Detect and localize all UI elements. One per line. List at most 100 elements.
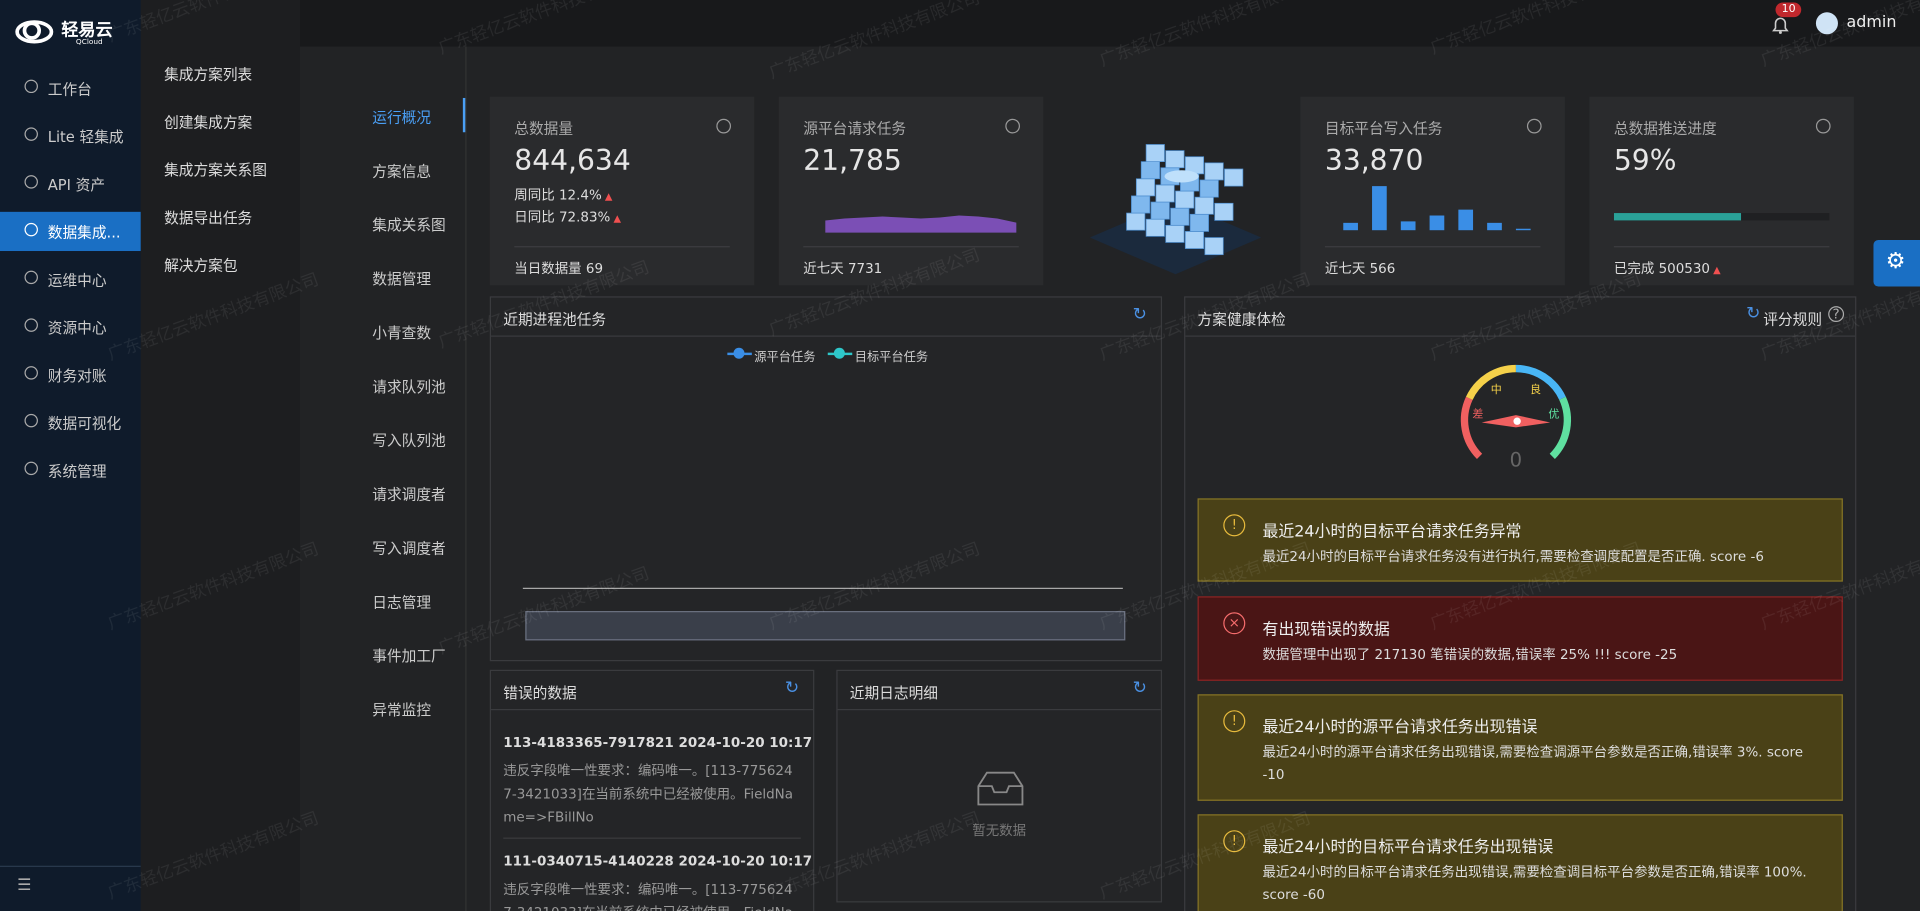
tab[interactable]: 运行概况 xyxy=(372,108,432,127)
cube xyxy=(1214,202,1234,221)
cube xyxy=(1165,224,1185,243)
cube xyxy=(1145,144,1165,163)
menu-item[interactable]: Lite 轻集成 xyxy=(0,116,141,155)
stat-card: 源平台请求任务 21,785 近七天 7731 xyxy=(778,96,1044,286)
logs-panel: 近期日志明细 ↻ 暂无数据 xyxy=(836,669,1163,903)
card-value: 59% xyxy=(1613,145,1677,178)
refresh[interactable]: ↻ xyxy=(1132,304,1148,325)
menu-icon xyxy=(24,461,38,476)
alert-title: 最近24小时的目标平台请求任务出现错误 xyxy=(1262,838,1554,858)
submenu-item[interactable]: 创建集成方案 xyxy=(164,113,253,132)
panel-title: 错误的数据 xyxy=(503,684,577,702)
submenu: 集成方案列表 创建集成方案 集成方案关系图 数据导出任务 解决方案包 xyxy=(140,0,301,911)
tab[interactable]: 写入队列池 xyxy=(372,432,446,450)
avatar[interactable] xyxy=(1815,12,1838,35)
menu-item[interactable]: 系统管理 xyxy=(0,451,141,490)
alert: ! 最近24小时的目标平台请求任务出现错误 最近24小时的目标平台请求任务出现错误,… xyxy=(1197,814,1843,911)
cube xyxy=(1140,161,1160,180)
info-icon xyxy=(1815,118,1831,134)
tab-indicator xyxy=(462,97,466,133)
cube xyxy=(1194,196,1214,215)
card-title: 目标平台写入任务 xyxy=(1324,120,1443,138)
sidebar: 轻易云 QCloud ☰ 工作台 Lite 轻集成 API 资产 数据集成... 运维中… xyxy=(0,0,141,911)
settings-button[interactable]: ⚙ xyxy=(1873,240,1920,287)
error-body: 违反字段唯一性要求：编码唯一。[113-7756247-3421033]在当前系… xyxy=(503,762,793,826)
tab[interactable]: 方案信息 xyxy=(372,162,432,181)
cube xyxy=(1204,162,1224,181)
mini-chart xyxy=(1343,186,1531,231)
submenu-item[interactable]: 集成方案关系图 xyxy=(164,161,267,179)
card-footer: 近七天 7731 xyxy=(803,260,883,277)
tab[interactable]: 数据管理 xyxy=(372,270,432,288)
help-icon[interactable]: ? xyxy=(1828,306,1845,323)
axis-line xyxy=(522,587,1123,589)
menu-item[interactable]: 数据集成... xyxy=(0,211,141,252)
health-panel: 方案健康体检 ↻ 评分规则 ? 差中 良优 0 ! 最近24小时的目标平台请求任务异常… xyxy=(1184,296,1857,911)
menu-item[interactable]: 运维中心 xyxy=(0,260,141,299)
divider xyxy=(1324,246,1541,248)
disc xyxy=(1164,170,1199,183)
gauge-arc xyxy=(1460,396,1483,459)
card-footer: 已完成 500530 ▲ xyxy=(1613,260,1721,277)
bell-icon[interactable] xyxy=(1772,15,1789,35)
bar xyxy=(1372,186,1387,231)
cube xyxy=(1175,190,1195,209)
empty-icon xyxy=(977,771,1024,806)
bar xyxy=(1429,215,1445,231)
menu-icon xyxy=(24,222,38,237)
alert-text: 数据管理中出现了 217130 笔错误的数据,错误率 25% !!! score… xyxy=(1262,646,1678,663)
tab[interactable]: 集成关系图 xyxy=(372,216,446,234)
cube xyxy=(1170,207,1190,226)
divider xyxy=(803,246,1019,248)
menu-item[interactable]: 资源中心 xyxy=(0,307,141,346)
legend-label[interactable]: 目标平台任务 xyxy=(854,351,929,365)
mini-chart xyxy=(1613,213,1830,221)
menu-item[interactable]: 工作台 xyxy=(0,69,141,108)
panel-title: 近期日志明细 xyxy=(849,684,938,702)
tab[interactable]: 请求调度者 xyxy=(372,486,446,504)
card-title: 总数据量 xyxy=(514,120,574,138)
error-head: 113-4183365-7917821 2024-10-20 10:17:29 xyxy=(503,734,815,751)
cube xyxy=(1155,184,1175,203)
rules-link[interactable]: 评分规则 xyxy=(1763,311,1823,329)
badge: 10 xyxy=(1775,2,1802,18)
alert-icon: ! xyxy=(1223,710,1246,733)
zoom-slider[interactable] xyxy=(525,611,1126,641)
cube xyxy=(1165,150,1185,169)
alert-text: 最近24小时的目标平台请求任务没有进行执行,需要检查调度配置是否正确. scor… xyxy=(1262,548,1764,565)
menu-item[interactable]: 财务对账 xyxy=(0,355,141,394)
tab[interactable]: 小青查数 xyxy=(372,324,432,342)
user-name[interactable]: admin xyxy=(1846,13,1897,32)
empty-text: 暂无数据 xyxy=(972,822,1027,839)
refresh[interactable]: ↻ xyxy=(1746,303,1761,324)
tab[interactable]: 异常监控 xyxy=(372,701,432,719)
legend-dot xyxy=(833,347,845,359)
tab[interactable]: 写入调度者 xyxy=(372,540,446,558)
menu-icon xyxy=(24,175,38,189)
refresh[interactable]: ↻ xyxy=(784,678,800,698)
gauge-label: 良 xyxy=(1530,382,1541,396)
menu-label: 工作台 xyxy=(47,80,92,98)
menu-item[interactable]: API 资产 xyxy=(0,164,141,203)
menu-label: API 资产 xyxy=(47,176,106,194)
tab[interactable]: 事件加工厂 xyxy=(372,647,446,665)
submenu-item[interactable]: 集成方案列表 xyxy=(164,66,253,84)
gauge-arc xyxy=(1515,364,1566,400)
card-value: 21,785 xyxy=(803,145,902,178)
menu-item[interactable]: 数据可视化 xyxy=(0,403,141,442)
refresh[interactable]: ↻ xyxy=(1132,678,1148,698)
up-arrow: ▲ xyxy=(1710,264,1721,276)
cube xyxy=(1145,218,1165,237)
cube xyxy=(1150,201,1170,220)
tab[interactable]: 日志管理 xyxy=(372,593,432,612)
legend-label[interactable]: 源平台任务 xyxy=(754,351,816,365)
progress-bar xyxy=(1613,213,1742,221)
tab[interactable]: 请求队列池 xyxy=(372,378,446,396)
card-value: 844,634 xyxy=(514,145,631,178)
collapse-bar[interactable]: ☰ xyxy=(0,865,141,911)
divider xyxy=(503,837,801,839)
alert-icon: ! xyxy=(1223,514,1246,537)
submenu-item[interactable]: 数据导出任务 xyxy=(164,209,253,227)
submenu-item[interactable]: 解决方案包 xyxy=(164,257,238,275)
card-footer: 近七天 566 xyxy=(1324,260,1396,277)
